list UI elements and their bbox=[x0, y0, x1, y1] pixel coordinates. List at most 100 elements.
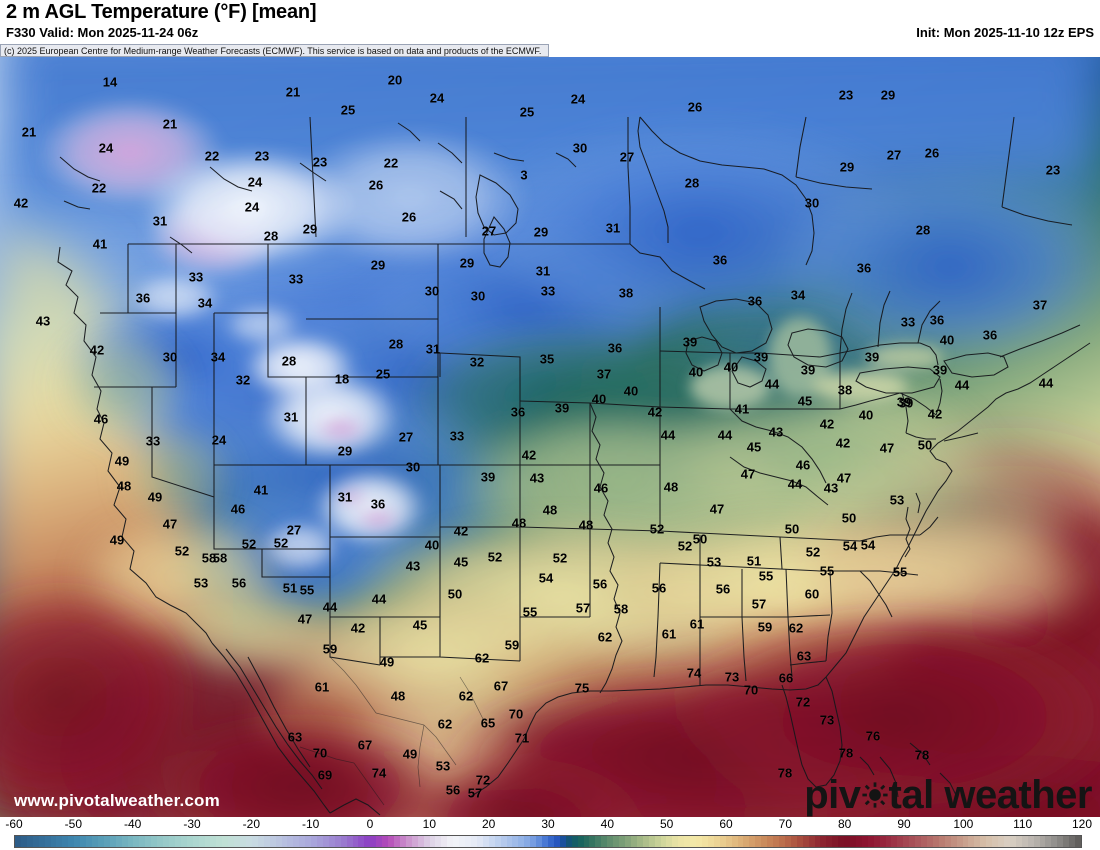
colorbar-segment bbox=[115, 836, 123, 847]
colorbar-segment bbox=[938, 836, 946, 847]
colorbar-tick: -50 bbox=[64, 817, 82, 831]
colorbar-segment bbox=[317, 836, 324, 847]
colorbar-segment bbox=[1075, 836, 1082, 847]
colorbar-segment bbox=[1015, 836, 1023, 847]
colorbar[interactable]: -60 -50 -40 -30 -20 -10 0 10 20 30 40 50 60 70 80 90 100… bbox=[0, 817, 1100, 850]
colorbar-segment bbox=[388, 836, 395, 847]
colorbar-segment bbox=[1027, 836, 1035, 847]
colorbar-segment bbox=[790, 836, 798, 847]
colorbar-segment bbox=[796, 836, 804, 847]
colorbar-segment bbox=[992, 836, 999, 847]
colorbar-segment bbox=[542, 836, 549, 847]
colorbar-segment bbox=[38, 836, 46, 847]
colorbar-segment bbox=[648, 836, 656, 847]
colorbar-segment bbox=[607, 836, 614, 847]
colorbar-segment bbox=[601, 836, 608, 847]
colorbar-segment bbox=[749, 836, 756, 847]
colorbar-segment bbox=[186, 836, 194, 847]
colorbar-tick: -30 bbox=[183, 817, 201, 831]
colorbar-segment bbox=[376, 836, 383, 847]
colorbar-segment bbox=[163, 836, 170, 847]
colorbar-segment bbox=[778, 836, 786, 847]
colorbar-segment bbox=[773, 836, 780, 847]
colorbar-segment bbox=[583, 836, 590, 847]
colorbar-segment bbox=[707, 836, 715, 847]
colorbar-segment bbox=[1063, 836, 1070, 847]
colorbar-segment bbox=[879, 836, 886, 847]
colorbar-segment bbox=[281, 836, 288, 847]
colorbar-segment bbox=[15, 836, 22, 847]
colorbar-segment bbox=[613, 836, 620, 847]
colorbar-segment bbox=[222, 836, 229, 847]
colorbar-segment bbox=[536, 836, 543, 847]
coastlines-and-borders bbox=[57, 116, 1091, 816]
colorbar-segment bbox=[630, 836, 638, 847]
brand-text-after: tal weather bbox=[888, 773, 1093, 817]
colorbar-segment bbox=[44, 836, 51, 847]
attribution-banner: (c) 2025 European Centre for Medium-rang… bbox=[0, 44, 549, 57]
colorbar-segment bbox=[861, 836, 869, 847]
colorbar-segment bbox=[968, 836, 975, 847]
temperature-field bbox=[0, 57, 1100, 817]
colorbar-segment bbox=[293, 836, 300, 847]
colorbar-segment bbox=[577, 836, 584, 847]
colorbar-gradient-strip bbox=[14, 835, 1082, 848]
colorbar-segment bbox=[482, 836, 490, 847]
colorbar-segment bbox=[216, 836, 223, 847]
colorbar-segment bbox=[980, 836, 987, 847]
colorbar-segment bbox=[500, 836, 507, 847]
colorbar-segment bbox=[1004, 836, 1011, 847]
colorbar-segment bbox=[660, 836, 667, 847]
colorbar-segment bbox=[198, 836, 205, 847]
colorbar-segment bbox=[275, 836, 282, 847]
colorbar-segment bbox=[684, 836, 691, 847]
colorbar-segment bbox=[210, 836, 217, 847]
colorbar-segment bbox=[524, 836, 531, 847]
colorbar-segment bbox=[322, 836, 330, 847]
colorbar-segment bbox=[97, 836, 105, 847]
colorbar-tick: 120 bbox=[1071, 817, 1093, 831]
colorbar-segment bbox=[305, 836, 312, 847]
sun-icon bbox=[861, 782, 888, 808]
colorbar-segment bbox=[873, 836, 881, 847]
colorbar-segment bbox=[595, 836, 602, 847]
colorbar-segment bbox=[151, 836, 158, 847]
colorbar-segment bbox=[619, 836, 626, 847]
colorbar-segment bbox=[488, 836, 496, 847]
colorbar-segment bbox=[548, 836, 555, 847]
colorbar-segment bbox=[802, 836, 809, 847]
header: 2 m AGL Temperature (°F) [mean] F330 Val… bbox=[0, 0, 1100, 44]
colorbar-segment bbox=[956, 836, 963, 847]
colorbar-segment bbox=[334, 836, 342, 847]
colorbar-segment bbox=[690, 836, 697, 847]
colorbar-segment bbox=[180, 836, 188, 847]
colorbar-segment bbox=[80, 836, 87, 847]
colorbar-tick: 10 bbox=[422, 817, 437, 831]
temperature-map[interactable]: 14 21 21 21 24 22 23 23 24 22 24 42 31 28 29 41 20 25 24 25… bbox=[0, 57, 1100, 817]
colorbar-segment bbox=[1033, 836, 1040, 847]
colorbar-segment bbox=[56, 836, 63, 847]
colorbar-segment bbox=[731, 836, 738, 847]
colorbar-segment bbox=[950, 836, 958, 847]
colorbar-segment bbox=[636, 836, 644, 847]
colorbar-segment bbox=[867, 836, 875, 847]
colorbar-segment bbox=[382, 836, 389, 847]
colorbar-segment bbox=[891, 836, 898, 847]
colorbar-segment bbox=[74, 836, 81, 847]
colorbar-segment bbox=[447, 836, 454, 847]
colorbar-segment bbox=[453, 836, 460, 847]
colorbar-segment bbox=[441, 836, 448, 847]
colorbar-segment bbox=[624, 836, 632, 847]
colorbar-segment bbox=[589, 836, 596, 847]
colorbar-segment bbox=[559, 836, 567, 847]
colorbar-segment bbox=[340, 836, 348, 847]
colorbar-segment bbox=[423, 836, 430, 847]
colorbar-segment bbox=[814, 836, 821, 847]
colorbar-tick: 50 bbox=[659, 817, 674, 831]
brand-watermark: piv bbox=[804, 775, 1092, 815]
colorbar-segment bbox=[565, 836, 573, 847]
colorbar-segment bbox=[370, 836, 377, 847]
colorbar-segment bbox=[346, 836, 353, 847]
colorbar-tick: 20 bbox=[481, 817, 496, 831]
colorbar-segment bbox=[358, 836, 365, 847]
